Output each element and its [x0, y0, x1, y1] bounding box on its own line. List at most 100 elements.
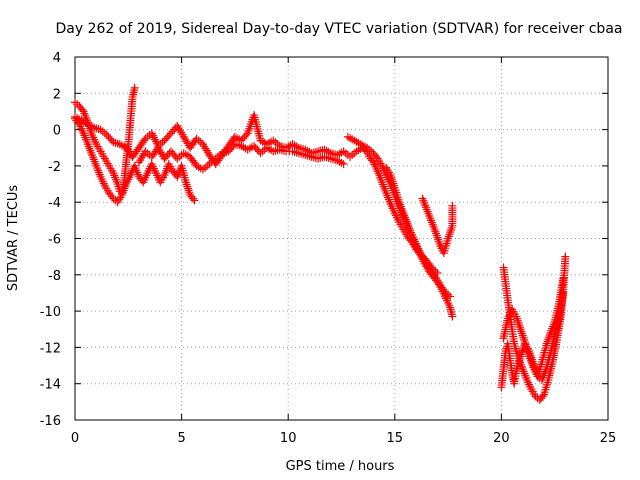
- data-point: [367, 147, 376, 156]
- y-tick-label: -8: [48, 269, 61, 284]
- data-point: [130, 83, 139, 92]
- data-point: [290, 147, 299, 156]
- data-point: [516, 325, 525, 334]
- data-point: [188, 194, 197, 203]
- data-point: [242, 131, 251, 140]
- y-tick-label: -10: [40, 305, 61, 320]
- plot-frame: [74, 56, 609, 421]
- data-point: [433, 268, 442, 277]
- series-trace-d: [134, 140, 348, 174]
- data-point: [229, 134, 238, 143]
- y-axis-label: SDTVAR / TECUs: [6, 185, 21, 292]
- axes-box: [74, 56, 609, 421]
- y-tick-label: -2: [48, 160, 61, 175]
- data-point: [447, 223, 456, 232]
- data-point: [271, 138, 280, 147]
- data-point: [100, 129, 109, 138]
- data-point: [316, 154, 325, 163]
- data-point: [433, 233, 442, 242]
- data-point: [446, 226, 455, 235]
- data-point: [185, 188, 194, 197]
- data-point: [294, 149, 303, 158]
- y-tick-label: 2: [53, 87, 61, 102]
- data-point: [346, 152, 355, 161]
- y-tick-label: -4: [48, 196, 61, 211]
- data-point: [182, 180, 191, 189]
- data-point: [201, 163, 210, 172]
- series-trace-k: [499, 274, 568, 381]
- data-point: [538, 392, 547, 401]
- data-point: [73, 100, 82, 109]
- data-point: [314, 147, 323, 156]
- data-point: [519, 333, 528, 342]
- data-point: [326, 154, 335, 163]
- data-point: [177, 151, 186, 160]
- data-point: [446, 228, 455, 237]
- y-tick-label: -12: [40, 341, 61, 356]
- data-point: [348, 151, 357, 160]
- x-tick-label: 5: [177, 431, 185, 446]
- x-axis-label: GPS time / hours: [286, 459, 395, 474]
- data-point: [196, 138, 205, 147]
- data-point: [339, 160, 348, 169]
- series-trace-f: [365, 152, 442, 277]
- data-point: [520, 335, 529, 344]
- y-tick-label: 0: [53, 124, 61, 139]
- data-point: [229, 141, 238, 150]
- data-points: [71, 83, 570, 405]
- data-point: [183, 184, 192, 193]
- data-point: [318, 146, 327, 155]
- data-point: [322, 153, 331, 162]
- series-trace-g: [382, 163, 457, 321]
- x-tick-label: 10: [280, 431, 297, 446]
- y-tick-label: 4: [53, 51, 61, 66]
- data-point: [561, 252, 570, 261]
- data-point: [514, 318, 523, 327]
- y-tick-label: -14: [40, 378, 61, 393]
- chart-title: Day 262 of 2019, Sidereal Day-to-day VTE…: [56, 21, 623, 37]
- data-point: [292, 148, 301, 157]
- data-point: [183, 182, 192, 191]
- data-point: [194, 136, 203, 145]
- data-point: [309, 153, 318, 162]
- data-point: [143, 132, 152, 141]
- grid: [75, 57, 608, 420]
- data-point: [517, 327, 526, 336]
- data-point: [260, 145, 269, 154]
- data-point: [372, 152, 381, 161]
- series-trace-b: [71, 114, 199, 207]
- data-point: [140, 136, 149, 145]
- series-trace-c: [71, 111, 374, 169]
- data-point: [271, 146, 280, 155]
- data-point: [515, 321, 524, 330]
- y-tick-label: -6: [48, 233, 61, 248]
- x-tick-label: 20: [493, 431, 510, 446]
- x-tick-label: 25: [600, 431, 617, 446]
- data-point: [445, 230, 454, 239]
- data-point: [559, 274, 568, 283]
- data-point: [190, 196, 199, 205]
- data-point: [518, 329, 527, 338]
- data-point: [158, 138, 167, 147]
- data-point: [444, 232, 453, 241]
- series-trace-h: [418, 194, 457, 258]
- data-point: [320, 152, 329, 161]
- data-point: [341, 149, 350, 158]
- data-point: [96, 125, 105, 134]
- data-point: [71, 98, 79, 107]
- data-point: [448, 312, 457, 321]
- data-point: [432, 276, 441, 285]
- y-tick-label: -16: [40, 414, 61, 429]
- x-tick-label: 15: [387, 431, 404, 446]
- data-point: [448, 201, 457, 210]
- data-point: [518, 331, 527, 340]
- data-point: [107, 192, 116, 201]
- x-tick-label: 0: [71, 431, 79, 446]
- data-point: [324, 154, 333, 163]
- data-point: [307, 152, 316, 161]
- data-point: [368, 156, 377, 165]
- data-point: [314, 154, 323, 163]
- data-point: [515, 323, 524, 332]
